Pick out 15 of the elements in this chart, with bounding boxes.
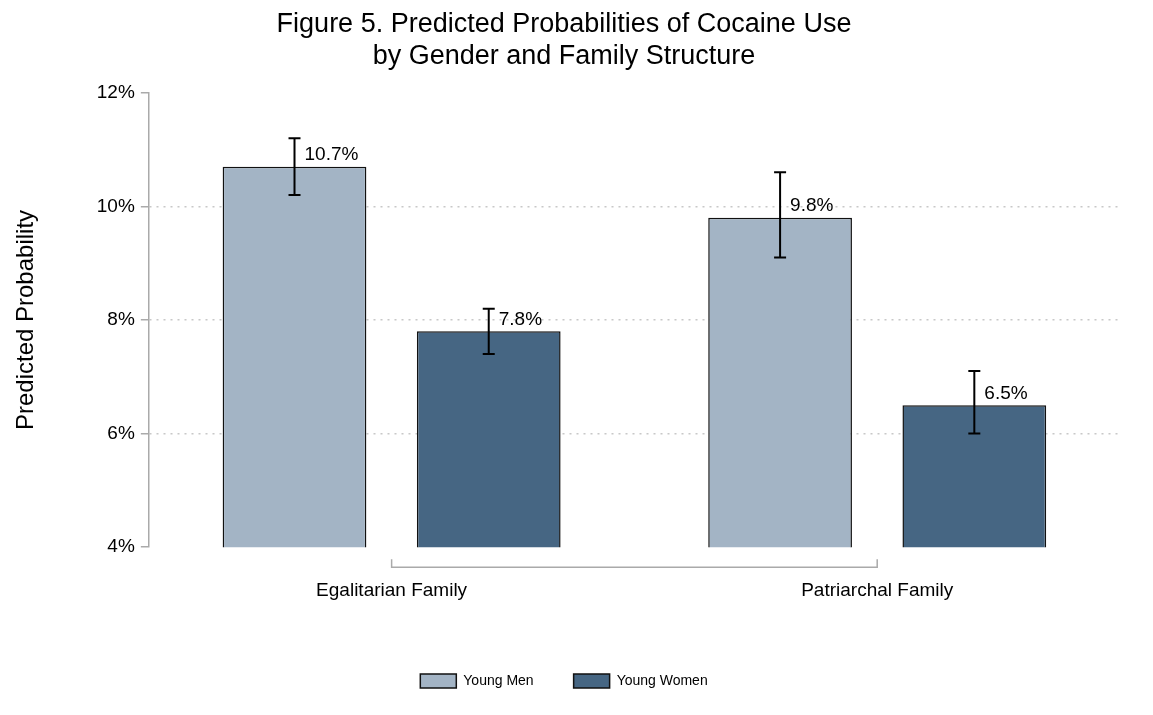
data-label: 6.5% xyxy=(984,381,1028,403)
y-tick-label: 4% xyxy=(107,535,135,557)
legend-label: Young Men xyxy=(463,671,534,688)
data-label: 9.8% xyxy=(790,194,834,216)
y-tick-label: 6% xyxy=(107,421,135,443)
y-tick-label: 12% xyxy=(96,81,135,103)
y-tick-label: 10% xyxy=(96,194,135,216)
chart-title: Figure 5. Predicted Probabilities of Cocaine Use by Gender and Family Structure xyxy=(276,7,852,71)
data-label: 7.8% xyxy=(498,308,543,330)
x-tick-label: Egalitarian Family xyxy=(316,578,468,600)
x-tick-label: Patriarchal Family xyxy=(801,578,954,600)
y-axis-title: Predicted Probability xyxy=(11,209,39,431)
legend-label: Young Women xyxy=(616,671,708,688)
data-label: 10.7% xyxy=(304,143,359,165)
y-tick-label: 8% xyxy=(107,308,135,330)
